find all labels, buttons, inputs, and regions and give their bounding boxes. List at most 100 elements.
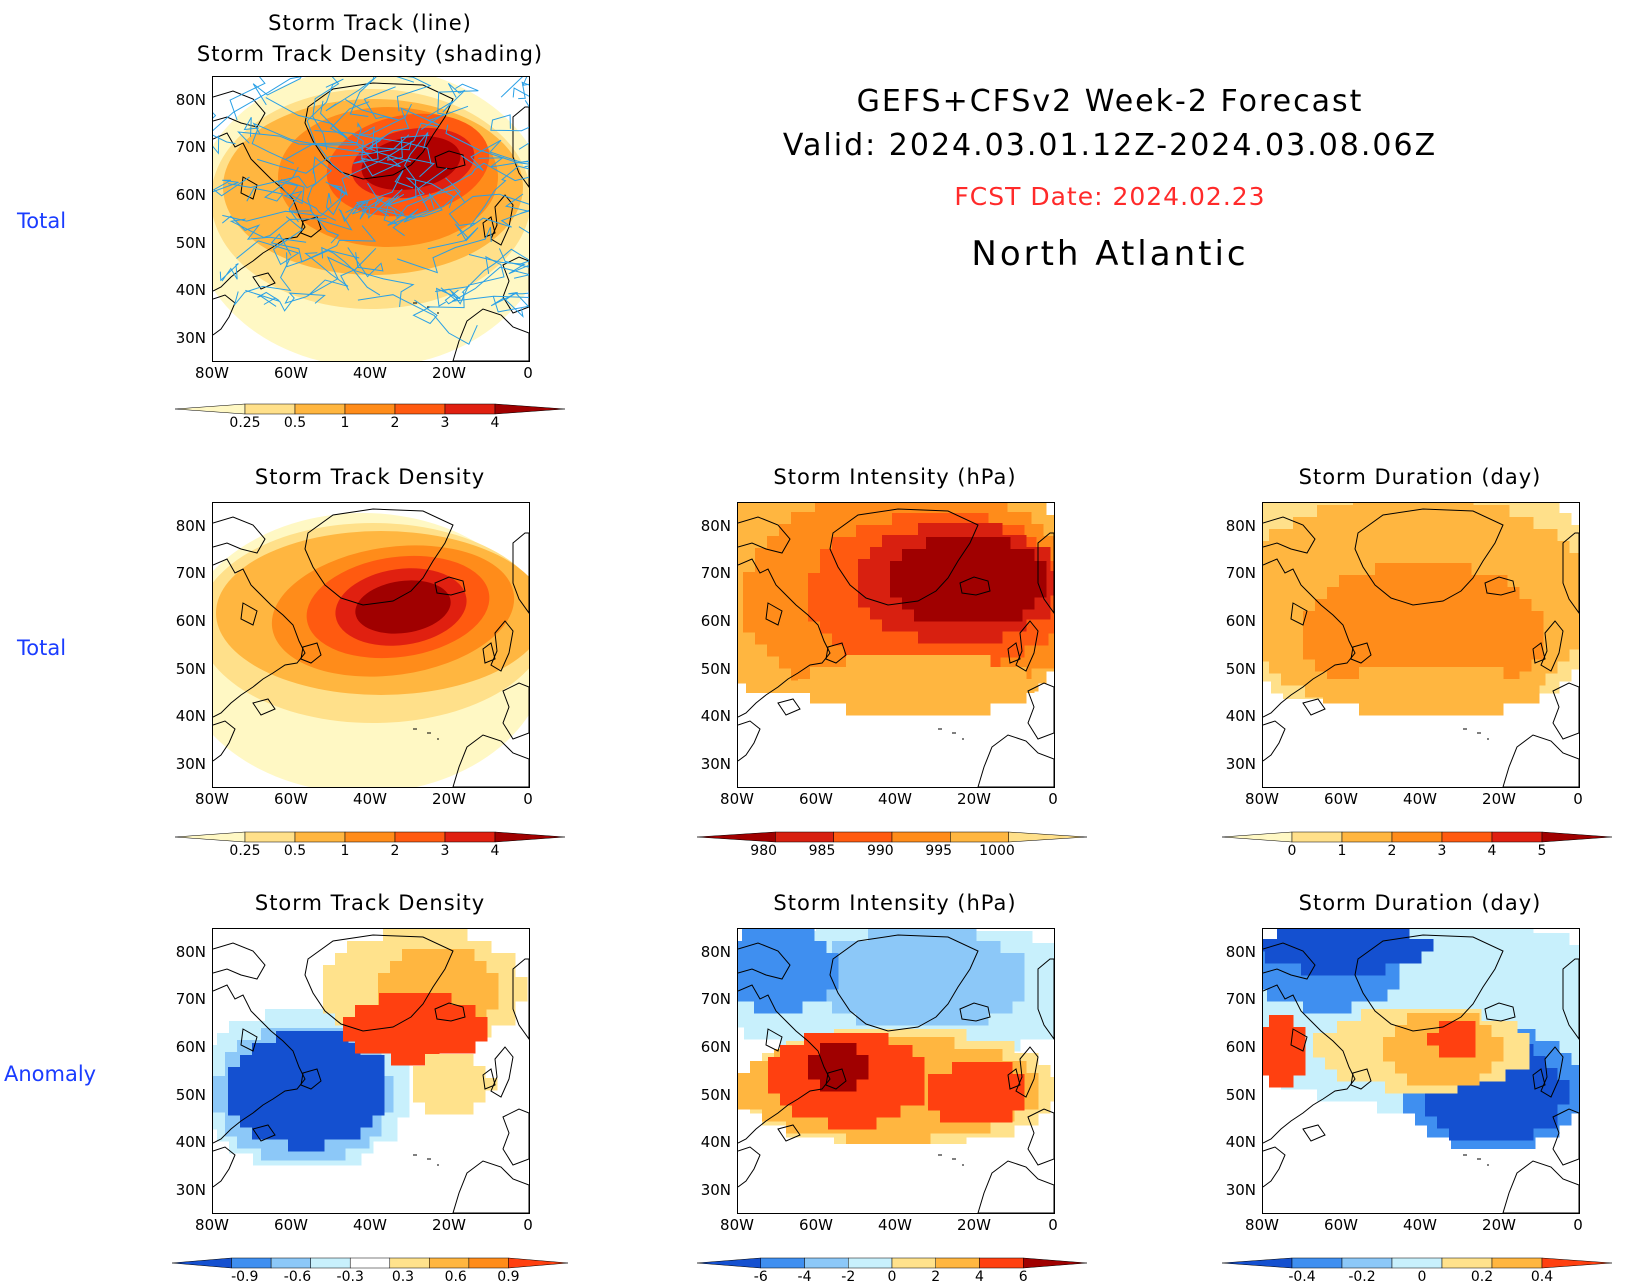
colorbar-swatch [936, 1258, 980, 1268]
lon-tick-label: 60W [791, 1216, 841, 1234]
lon-tick-label: 0 [503, 364, 553, 382]
row-label-total-2: Total [17, 636, 66, 660]
lon-tick-label: 80W [187, 1216, 237, 1234]
colorbar-tick-label: 4 [1467, 843, 1517, 859]
colorbar-tick-label: 3 [1417, 843, 1467, 859]
colorbar-duration-anom [1222, 1256, 1612, 1270]
colorbar-tick-label: 1000 [972, 843, 1022, 859]
lon-tick-label: 0 [503, 1216, 553, 1234]
storm-intensity-anomaly-map [737, 928, 1055, 1214]
intensity-anom-title: Storm Intensity (hPa) [737, 888, 1053, 919]
lon-tick-label: 80W [712, 1216, 762, 1234]
lat-tick-label: 80N [687, 517, 731, 535]
lat-tick-label: 60N [687, 1038, 731, 1056]
lat-tick-label: 40N [1212, 1133, 1256, 1151]
colorbar-swatch [1442, 1258, 1492, 1268]
colorbar-swatch [350, 1258, 390, 1268]
colorbar-swatch [1009, 832, 1087, 842]
lon-tick-label: 40W [870, 1216, 920, 1234]
row-label-anomaly: Anomaly [4, 1062, 96, 1086]
colorbar-tick-label: 4 [955, 1269, 1005, 1285]
lat-tick-label: 70N [162, 138, 206, 156]
storm-track-density-anomaly-map [212, 928, 530, 1214]
colorbar-tick-label: 3 [420, 415, 470, 431]
colorbar-swatch [950, 832, 1008, 842]
colorbar-tick-label: -0.4 [1277, 1269, 1327, 1285]
valid-period: Valid: 2024.03.01.12Z-2024.03.08.06Z [730, 128, 1490, 163]
lat-tick-label: 50N [162, 1086, 206, 1104]
lat-tick-label: 70N [1212, 990, 1256, 1008]
forecast-date: FCST Date: 2024.02.23 [730, 182, 1490, 211]
lon-tick-label: 20W [1474, 790, 1524, 808]
intensity-anom-neg-2 [738, 929, 839, 1014]
lat-tick-label: 60N [162, 186, 206, 204]
colorbar-tick-label: 2 [370, 843, 420, 859]
colorbar-swatch [445, 404, 495, 414]
colorbar-swatch [697, 1258, 761, 1268]
lon-tick-label: 0 [1553, 1216, 1603, 1234]
colorbar-tick-label: 0 [1267, 843, 1317, 859]
lon-tick-label: 20W [1474, 1216, 1524, 1234]
lat-tick-label: 80N [1212, 943, 1256, 961]
colorbar-tick-label: 995 [914, 843, 964, 859]
lon-tick-label: 0 [1028, 1216, 1078, 1234]
colorbar-swatch [445, 832, 495, 842]
lon-tick-label: 60W [1316, 790, 1366, 808]
lat-tick-label: 30N [162, 1181, 206, 1199]
lon-tick-label: 40W [345, 790, 395, 808]
intensity-anom-neg-1 [808, 929, 1025, 1026]
colorbar-tick-label: 0.9 [483, 1269, 533, 1285]
colorbar-tick-label: 0.5 [270, 843, 320, 859]
colorbar-swatch [232, 1258, 272, 1268]
lon-tick-label: 20W [424, 364, 474, 382]
colorbar-tick-label: -2 [823, 1269, 873, 1285]
lon-tick-label: 60W [266, 790, 316, 808]
storm-track-map [212, 76, 530, 362]
lat-tick-label: 70N [162, 990, 206, 1008]
lat-tick-label: 70N [162, 564, 206, 582]
lon-tick-label: 80W [1237, 790, 1287, 808]
colorbar-swatch [697, 832, 775, 842]
colorbar-density-anom [172, 1256, 568, 1270]
colorbar-swatch [1342, 832, 1392, 842]
lat-tick-label: 70N [687, 990, 731, 1008]
lat-tick-label: 40N [1212, 707, 1256, 725]
colorbar-intensity-anom [697, 1256, 1087, 1270]
colorbar-swatch [345, 832, 395, 842]
lat-tick-label: 70N [687, 564, 731, 582]
lat-tick-label: 30N [162, 329, 206, 347]
lon-tick-label: 60W [266, 1216, 316, 1234]
colorbar-swatch [1222, 832, 1292, 842]
colorbar-swatch [834, 832, 892, 842]
lat-tick-label: 30N [687, 1181, 731, 1199]
lat-tick-label: 40N [687, 1133, 731, 1151]
colorbar-tick-label: -0.6 [272, 1269, 322, 1285]
colorbar-swatch [761, 1258, 805, 1268]
storm-track-density-map [212, 502, 530, 788]
colorbar-swatch [495, 832, 565, 842]
colorbar-tick-label: 0.5 [270, 415, 320, 431]
lon-tick-label: 20W [424, 1216, 474, 1234]
lon-tick-label: 20W [949, 1216, 999, 1234]
colorbar-swatch [848, 1258, 892, 1268]
colorbar-duration [1222, 830, 1612, 844]
colorbar-swatch [311, 1258, 351, 1268]
colorbar-swatch [1023, 1258, 1087, 1268]
lat-tick-label: 60N [1212, 1038, 1256, 1056]
density-anom-title: Storm Track Density [212, 888, 528, 919]
colorbar-swatch [1292, 1258, 1342, 1268]
colorbar-swatch [390, 1258, 430, 1268]
lat-tick-label: 50N [1212, 1086, 1256, 1104]
colorbar-tick-label: -0.9 [220, 1269, 270, 1285]
colorbar-tick-label: 4 [470, 415, 520, 431]
colorbar-density [175, 830, 565, 844]
lat-tick-label: 60N [1212, 612, 1256, 630]
density-total-title: Storm Track Density [212, 462, 528, 493]
colorbar-tick-label: 5 [1517, 843, 1567, 859]
lon-tick-label: 60W [791, 790, 841, 808]
colorbar-swatch [1222, 1258, 1292, 1268]
lat-tick-label: 40N [162, 707, 206, 725]
lat-tick-label: 50N [1212, 660, 1256, 678]
colorbar-tick-label: -6 [736, 1269, 786, 1285]
colorbar-swatch [1492, 1258, 1542, 1268]
